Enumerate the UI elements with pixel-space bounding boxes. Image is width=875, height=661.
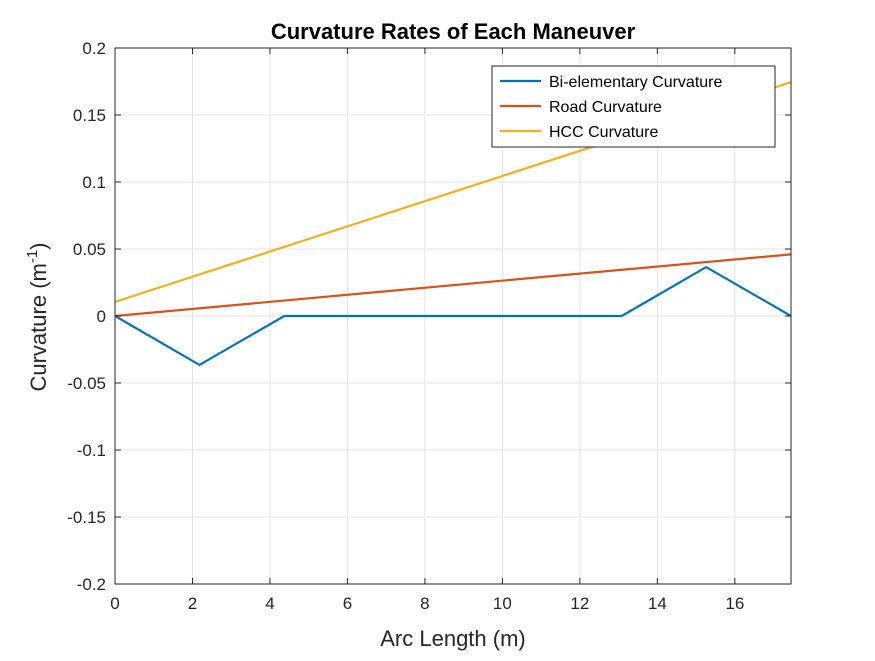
y-tick-label: 0.05 bbox=[73, 240, 106, 259]
legend-label-2: Road Curvature bbox=[549, 99, 662, 116]
y-tick-label: -0.2 bbox=[77, 575, 106, 594]
x-tick-label: 8 bbox=[420, 594, 429, 613]
y-tick-label: 0 bbox=[97, 307, 106, 326]
axes-frame bbox=[114, 47, 792, 585]
x-tick-label: 6 bbox=[343, 594, 352, 613]
x-tick-label: 2 bbox=[188, 594, 197, 613]
legend-label-1: Bi-elementary Curvature bbox=[549, 74, 723, 91]
tick-labels: 0 2 4 6 8 10 12 14 16 -0.2 -0.15 -0.1 -0.05 0 0.05 0.1 0… bbox=[67, 39, 744, 613]
x-tick-label: 0 bbox=[110, 594, 119, 613]
x-tick-label: 14 bbox=[648, 594, 667, 613]
y-tick-label: 0.15 bbox=[73, 106, 106, 125]
y-tick-label: -0.15 bbox=[67, 508, 106, 527]
series-line-2 bbox=[115, 253, 791, 318]
x-tick-label: 16 bbox=[725, 594, 744, 613]
y-tick-label: 0.1 bbox=[82, 173, 106, 192]
y-tick-label: -0.05 bbox=[67, 374, 106, 393]
chart-title: Curvature Rates of Each Maneuver bbox=[271, 19, 636, 44]
y-axis-label-superscript: -1 bbox=[24, 250, 41, 263]
y-axis-label: Curvature (m-1) bbox=[24, 242, 51, 391]
x-axis-label: Arc Length (m) bbox=[380, 626, 526, 651]
x-tick-label: 10 bbox=[493, 594, 512, 613]
legend-label-3: HCC Curvature bbox=[549, 124, 658, 141]
legend: Bi-elementary Curvature Road Curvature HCC… bbox=[491, 65, 776, 148]
y-tick-label: 0.2 bbox=[82, 39, 106, 58]
series-line-1 bbox=[115, 265, 791, 367]
y-axis-label-suffix: ) bbox=[26, 242, 51, 249]
y-tick-label: -0.1 bbox=[77, 441, 106, 460]
x-tick-label: 12 bbox=[570, 594, 589, 613]
y-axis-label-main: Curvature (m bbox=[26, 263, 51, 391]
x-tick-label: 4 bbox=[265, 594, 274, 613]
